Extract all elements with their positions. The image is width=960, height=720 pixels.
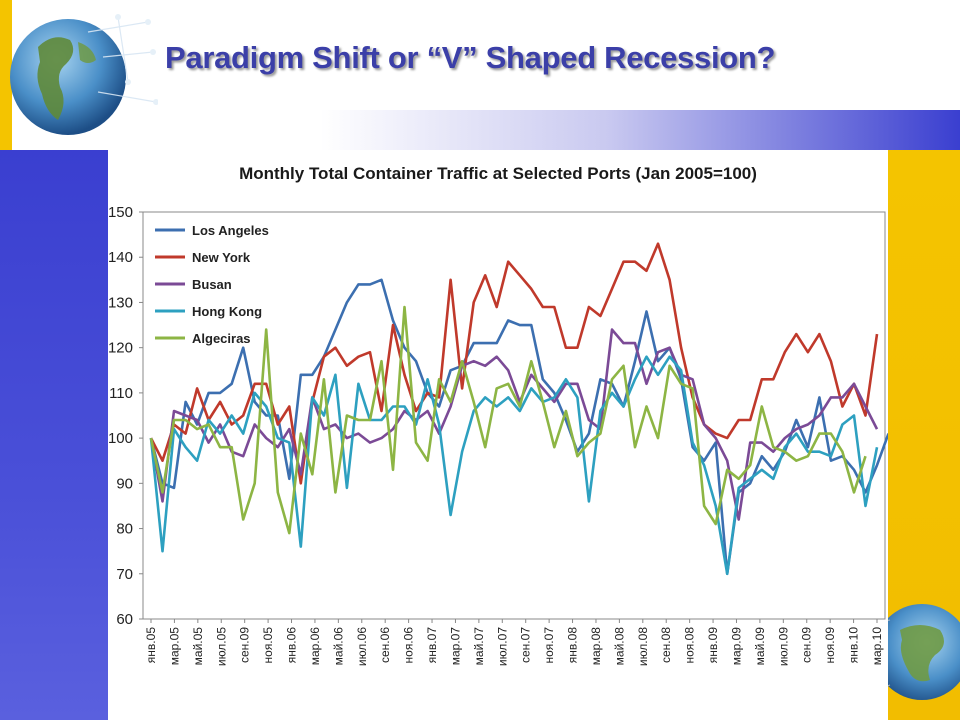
x-tick-label: июл.08	[636, 627, 650, 666]
y-tick-label: 70	[116, 566, 133, 583]
x-tick-label: сен.08	[659, 627, 673, 663]
x-tick-label: мар.07	[448, 627, 462, 666]
header-gradient-stripe	[320, 110, 960, 150]
x-tick-label: сен.07	[519, 627, 533, 663]
y-tick-label: 110	[109, 385, 133, 402]
x-tick-label: мар.08	[589, 627, 603, 666]
x-tick-label: мар.05	[167, 627, 181, 666]
globe-icon	[10, 14, 158, 135]
x-tick-label: июл.07	[495, 627, 509, 666]
x-tick-label: май.05	[191, 627, 205, 666]
legend-label: New York	[192, 250, 251, 265]
legend-label: Algeciras	[192, 331, 251, 346]
x-tick-label: сен.09	[800, 627, 814, 663]
x-tick-label: май.08	[612, 627, 626, 666]
legend-label: Los Angeles	[192, 223, 269, 238]
x-tick-label: янв.10	[847, 627, 861, 664]
y-tick-label: 60	[116, 611, 133, 628]
y-tick-label: 120	[108, 340, 133, 357]
x-tick-label: янв.09	[706, 627, 720, 664]
legend-label: Hong Kong	[192, 304, 262, 319]
x-tick-label: май.09	[753, 627, 767, 666]
x-tick-label: ноя.06	[402, 627, 416, 664]
y-tick-label: 80	[116, 521, 133, 538]
x-tick-label: ноя.09	[823, 627, 837, 664]
x-tick-label: июл.09	[776, 627, 790, 666]
x-tick-label: май.06	[331, 627, 345, 666]
plot-frame	[142, 211, 886, 620]
series-line-algeciras	[149, 305, 867, 535]
y-tick-label: 100	[108, 430, 133, 447]
x-tick-label: янв.06	[285, 627, 299, 664]
slide-title: Paradigm Shift or “V” Shaped Recession?	[165, 40, 776, 75]
chart-panel: Monthly Total Container Traffic at Selec…	[108, 150, 888, 720]
x-tick-label: май.07	[472, 627, 486, 666]
series-line-los-angeles	[149, 278, 888, 576]
x-tick-label: янв.05	[144, 627, 158, 664]
x-tick-label: июл.06	[355, 627, 369, 666]
left-accent-bar	[0, 150, 108, 720]
x-tick-label: июл.05	[214, 627, 228, 666]
legend-label: Busan	[192, 277, 232, 292]
x-tick-label: сен.06	[378, 627, 392, 663]
y-tick-label: 140	[108, 249, 133, 266]
y-tick-label: 90	[116, 475, 133, 492]
x-tick-label: ноя.08	[683, 627, 697, 664]
header-band	[0, 0, 960, 150]
x-tick-label: мар.09	[729, 627, 743, 666]
x-tick-label: янв.08	[566, 627, 580, 664]
x-tick-label: ноя.07	[542, 627, 556, 664]
y-tick-label: 130	[108, 294, 133, 311]
x-tick-label: янв.07	[425, 627, 439, 664]
line-chart: 60 70 80 90 100 110 120 130 140 150 янв.05 мар.05 ма…	[108, 204, 888, 666]
x-tick-label: сен.09	[238, 627, 252, 663]
x-tick-label: ноя.05	[261, 627, 275, 664]
header-accent-yellow	[0, 0, 12, 150]
series-line-busan	[149, 328, 879, 521]
x-tick-label: мар.06	[308, 627, 322, 666]
chart-title: Monthly Total Container Traffic at Selec…	[239, 164, 757, 183]
x-tick-label: мар.10	[870, 627, 884, 666]
y-tick-label: 150	[108, 204, 133, 221]
